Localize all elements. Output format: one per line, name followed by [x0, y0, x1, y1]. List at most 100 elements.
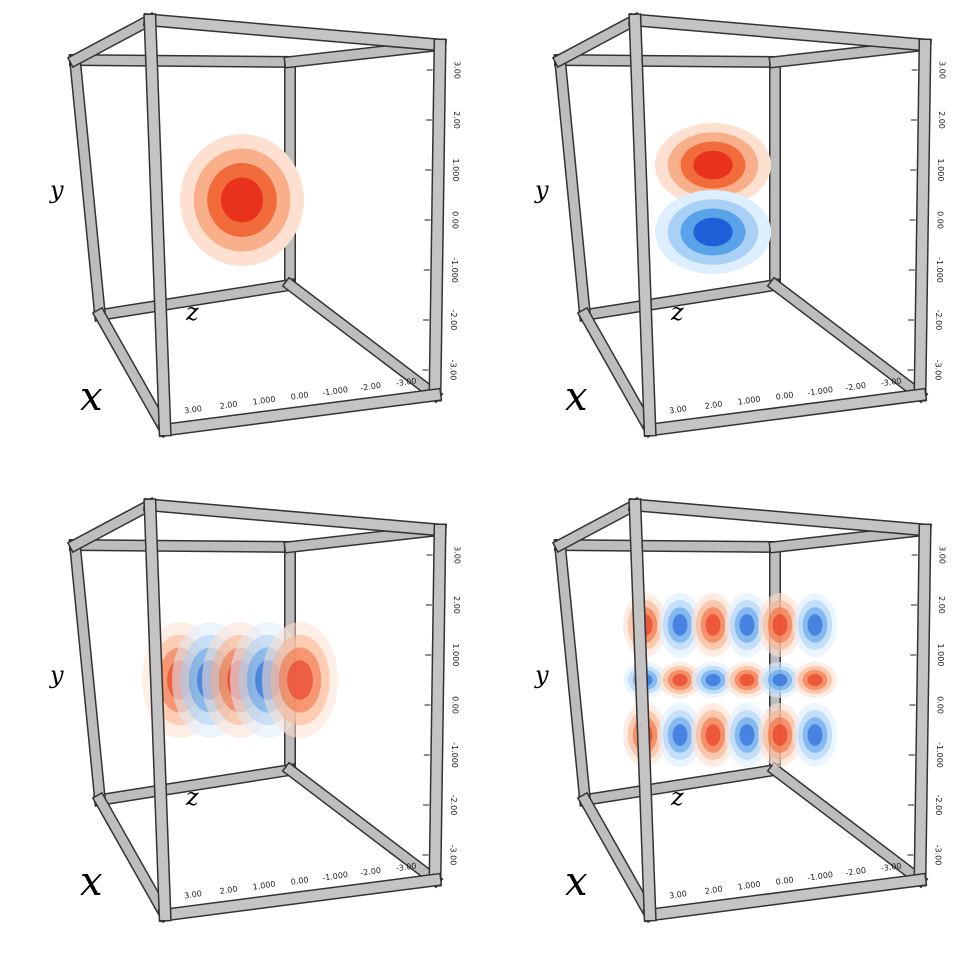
- tick-label: -1.000: [807, 870, 834, 883]
- axis-label: y: [534, 176, 549, 204]
- frame-edge: [555, 540, 590, 805]
- lobe: [739, 724, 755, 746]
- frame-edge: [914, 39, 931, 401]
- tick-label: -2.00: [934, 795, 943, 816]
- lobe: [672, 724, 688, 746]
- tick-label: -2.00: [360, 866, 382, 878]
- frame-edge: [578, 793, 657, 922]
- panel: 3.00 2.00 1.000 0.00 -1.000 -2.00 -3.00 3.00 2.0…: [49, 496, 462, 924]
- tick-label: -3.00: [880, 861, 902, 873]
- tick-label: 3.00: [453, 61, 462, 79]
- frame-edge: [768, 763, 927, 887]
- tick-label: 0.00: [936, 696, 945, 714]
- frame-edge: [70, 540, 295, 552]
- tick-label: -2.00: [845, 866, 867, 878]
- tick-label: -3.00: [880, 376, 902, 388]
- tick-label: -2.00: [360, 381, 382, 393]
- tick-label: 1.000: [737, 395, 761, 407]
- tick-label: 0.00: [290, 390, 309, 401]
- tick-label: -2.00: [449, 795, 458, 816]
- tick-label: -1.000: [450, 742, 459, 768]
- tick-label: -2.00: [934, 310, 943, 331]
- frame-edge: [579, 764, 781, 806]
- tick-label: 0.00: [451, 696, 460, 714]
- tick-label: -3.00: [933, 360, 942, 381]
- frame-edge: [644, 874, 926, 921]
- lobe: [693, 150, 733, 180]
- tick-label: 0.00: [936, 211, 945, 229]
- frame-edge: [283, 763, 442, 887]
- frame-edge: [768, 278, 927, 402]
- tick-label: 2.00: [937, 596, 946, 614]
- frame-edge: [144, 499, 171, 921]
- frame-edge: [283, 278, 442, 402]
- tick-label: 3.00: [453, 546, 462, 564]
- axis-label: z: [670, 298, 684, 326]
- tick-label: 3.00: [669, 889, 688, 900]
- axis-label: x: [565, 859, 588, 905]
- tick-label: -3.00: [448, 360, 457, 381]
- frame-edge: [555, 55, 780, 67]
- frame-edge: [553, 13, 642, 67]
- tick-label: 1.000: [737, 880, 761, 892]
- axis-label: x: [80, 859, 103, 905]
- tick-label: 2.00: [452, 111, 461, 129]
- frame-edge: [68, 498, 157, 552]
- tick-label: 1.000: [451, 644, 460, 667]
- axis-label: z: [185, 298, 199, 326]
- tick-label: -1.000: [807, 385, 834, 398]
- tick-label: 0.00: [775, 875, 794, 886]
- tick-label: 1.000: [936, 159, 945, 182]
- frame-edge: [68, 13, 157, 67]
- tick-label: -1.000: [935, 742, 944, 768]
- frame-edge: [144, 499, 446, 536]
- frame-edge: [429, 524, 446, 886]
- frame-edge: [629, 499, 656, 921]
- tick-label: -1.000: [450, 257, 459, 283]
- frame-edge: [94, 764, 296, 806]
- lobe: [220, 177, 264, 223]
- frame-edge: [629, 499, 931, 536]
- lobe: [672, 614, 688, 636]
- tick-label: 2.00: [704, 400, 723, 411]
- lobe: [705, 673, 721, 687]
- axis-label: z: [670, 783, 684, 811]
- tick-label: -3.00: [448, 845, 457, 866]
- tick-label: 1.000: [451, 159, 460, 182]
- tick-label: 2.00: [219, 885, 238, 896]
- frame-edge: [144, 14, 446, 51]
- lobe: [739, 614, 755, 636]
- frame-edge: [159, 389, 441, 436]
- lobe: [772, 614, 788, 636]
- lobe: [807, 673, 823, 687]
- lobe: [705, 724, 721, 746]
- axis-label: x: [80, 374, 103, 420]
- tick-label: -3.00: [395, 861, 417, 873]
- tick-label: 3.00: [669, 404, 688, 415]
- panel: 3.00 2.00 1.000 0.00 -1.000 -2.00 -3.00 3.00 2.0…: [534, 496, 947, 924]
- frame-edge: [555, 55, 590, 320]
- tick-label: 1.000: [252, 395, 276, 407]
- frame-edge: [144, 14, 171, 436]
- axis-label: z: [185, 783, 199, 811]
- tick-label: 0.00: [775, 390, 794, 401]
- frame-edge: [70, 540, 105, 805]
- axis-label: y: [49, 176, 64, 204]
- tick-label: 2.00: [452, 596, 461, 614]
- frame-edge: [70, 55, 295, 67]
- axis-label: y: [534, 661, 549, 689]
- frame-edge: [644, 389, 926, 436]
- tick-label: -3.00: [395, 376, 417, 388]
- tick-label: 2.00: [704, 885, 723, 896]
- frame-edge: [914, 524, 931, 886]
- tick-label: 0.00: [451, 211, 460, 229]
- tick-label: -1.000: [322, 385, 349, 398]
- tick-label: 2.00: [219, 400, 238, 411]
- lobe: [672, 673, 688, 687]
- tick-label: -2.00: [449, 310, 458, 331]
- frame-edge: [93, 793, 172, 922]
- tick-label: 3.00: [938, 61, 947, 79]
- lobe: [287, 660, 313, 700]
- tick-label: -2.00: [845, 381, 867, 393]
